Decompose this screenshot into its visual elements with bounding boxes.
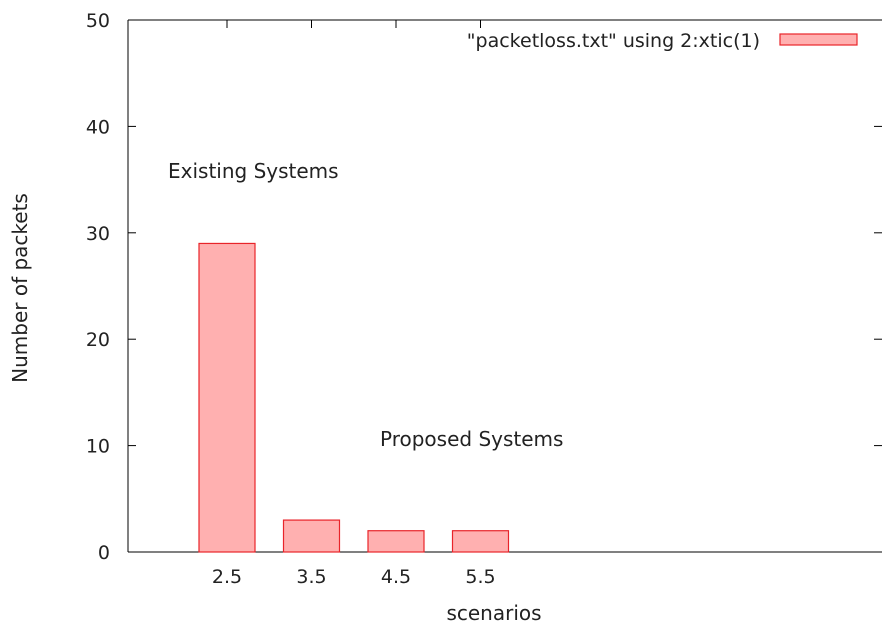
legend: "packetloss.txt" using 2:xtic(1) <box>467 30 858 52</box>
bars <box>198 242 510 553</box>
bar-3-5 <box>282 519 341 553</box>
x-ticks: 2.5 3.5 4.5 5.5 <box>212 20 496 588</box>
legend-label: "packetloss.txt" using 2:xtic(1) <box>467 30 760 52</box>
legend-swatch <box>779 33 858 46</box>
y-tick-label: 10 <box>86 436 110 458</box>
x-tick-label: 3.5 <box>296 566 326 588</box>
y-ticks: 0 10 20 30 40 50 <box>86 10 882 564</box>
annotation-existing-systems: Existing Systems <box>168 159 339 183</box>
x-tick-label: 5.5 <box>465 566 495 588</box>
y-tick-label: 50 <box>86 10 110 32</box>
bar-2-5 <box>198 242 256 553</box>
y-tick-label: 30 <box>86 223 110 245</box>
bar-4-5 <box>367 530 425 553</box>
y-tick-label: 0 <box>98 542 110 564</box>
x-tick-label: 2.5 <box>212 566 242 588</box>
x-axis-title: scenarios <box>446 601 541 625</box>
x-tick-label: 4.5 <box>381 566 411 588</box>
y-axis-title: Number of packets <box>8 193 32 383</box>
bar-5-5 <box>451 530 510 553</box>
y-tick-label: 40 <box>86 116 110 138</box>
annotation-proposed-systems: Proposed Systems <box>380 427 563 451</box>
y-tick-label: 20 <box>86 329 110 351</box>
